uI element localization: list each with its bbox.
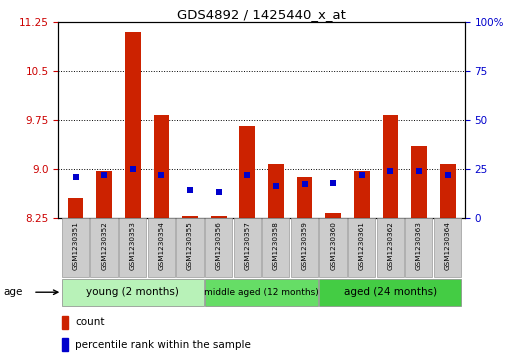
Point: [100, 172, 108, 178]
Text: GSM1230363: GSM1230363: [416, 221, 422, 270]
Bar: [440, 164, 456, 218]
Point: [157, 172, 166, 178]
Text: GSM1230356: GSM1230356: [216, 221, 221, 270]
Text: GSM1230358: GSM1230358: [273, 221, 279, 270]
FancyBboxPatch shape: [119, 219, 146, 277]
Point: [72, 174, 80, 180]
Bar: [211, 216, 227, 218]
FancyBboxPatch shape: [205, 278, 319, 306]
FancyBboxPatch shape: [291, 219, 318, 277]
Bar: [182, 216, 198, 218]
FancyBboxPatch shape: [234, 219, 261, 277]
FancyBboxPatch shape: [320, 278, 461, 306]
Text: GSM1230359: GSM1230359: [302, 221, 307, 270]
Point: [358, 172, 366, 178]
Point: [129, 166, 137, 172]
Bar: [68, 198, 83, 218]
Point: [301, 182, 309, 187]
Text: aged (24 months): aged (24 months): [344, 287, 437, 297]
FancyBboxPatch shape: [434, 219, 461, 277]
Text: young (2 months): young (2 months): [86, 287, 179, 297]
Bar: [383, 115, 398, 218]
Bar: [97, 171, 112, 218]
Bar: [62, 316, 68, 329]
Point: [329, 180, 337, 185]
Bar: [325, 213, 341, 218]
Text: GSM1230360: GSM1230360: [330, 221, 336, 270]
Text: age: age: [3, 287, 22, 297]
Text: count: count: [76, 317, 105, 327]
FancyBboxPatch shape: [90, 219, 118, 277]
Bar: [153, 115, 169, 218]
Point: [214, 189, 223, 195]
FancyBboxPatch shape: [148, 219, 175, 277]
Title: GDS4892 / 1425440_x_at: GDS4892 / 1425440_x_at: [177, 8, 346, 21]
FancyBboxPatch shape: [62, 219, 89, 277]
Point: [387, 168, 395, 174]
Text: percentile rank within the sample: percentile rank within the sample: [76, 340, 251, 350]
Text: GSM1230364: GSM1230364: [444, 221, 451, 270]
FancyBboxPatch shape: [405, 219, 432, 277]
Point: [186, 187, 194, 193]
FancyBboxPatch shape: [262, 219, 290, 277]
Bar: [239, 126, 255, 218]
Text: middle aged (12 months): middle aged (12 months): [204, 288, 319, 297]
Point: [272, 184, 280, 189]
FancyBboxPatch shape: [376, 219, 404, 277]
Bar: [268, 164, 284, 218]
FancyBboxPatch shape: [320, 219, 346, 277]
Text: GSM1230351: GSM1230351: [73, 221, 79, 270]
Bar: [411, 146, 427, 218]
FancyBboxPatch shape: [62, 278, 204, 306]
Point: [443, 172, 452, 178]
Bar: [297, 177, 312, 218]
Bar: [354, 171, 370, 218]
Point: [415, 168, 423, 174]
Text: GSM1230357: GSM1230357: [244, 221, 250, 270]
Bar: [62, 338, 68, 351]
FancyBboxPatch shape: [205, 219, 232, 277]
Text: GSM1230361: GSM1230361: [359, 221, 365, 270]
Text: GSM1230355: GSM1230355: [187, 221, 193, 270]
Text: GSM1230354: GSM1230354: [158, 221, 165, 270]
Point: [243, 172, 251, 178]
Text: GSM1230353: GSM1230353: [130, 221, 136, 270]
FancyBboxPatch shape: [348, 219, 375, 277]
FancyBboxPatch shape: [176, 219, 204, 277]
Bar: [125, 32, 141, 218]
Text: GSM1230362: GSM1230362: [388, 221, 393, 270]
Text: GSM1230352: GSM1230352: [101, 221, 107, 270]
